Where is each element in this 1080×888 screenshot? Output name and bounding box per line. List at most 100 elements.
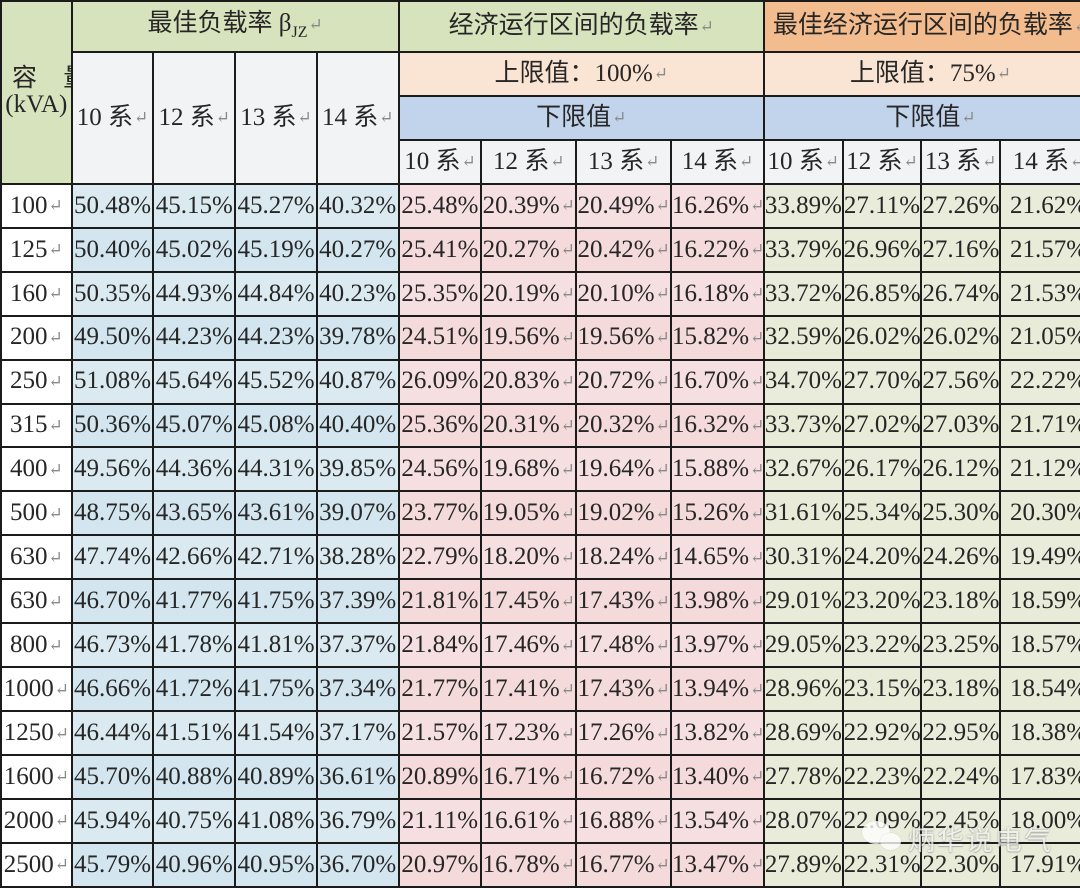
pilcrow-icon: ↵ bbox=[996, 64, 1011, 84]
econ-lower-cell: 23.77% bbox=[397, 490, 483, 537]
pilcrow-icon: ↵ bbox=[48, 415, 63, 435]
cell-value: 27.03% bbox=[922, 411, 1000, 439]
cell-value: 22.09% bbox=[843, 806, 921, 834]
best-econ-lower-cell: 26.02% bbox=[841, 314, 923, 361]
pilcrow-icon: ↵ bbox=[560, 855, 575, 875]
pilcrow-icon: ↵ bbox=[750, 811, 764, 831]
econ-lower-cell: 13.47%↵ bbox=[670, 841, 765, 888]
best-load-rate-cell: 50.48% bbox=[70, 182, 155, 229]
group1-label: 最佳负载率 bbox=[147, 10, 273, 38]
capacity-value: 400 bbox=[9, 455, 48, 483]
pilcrow-icon: ↵ bbox=[550, 152, 565, 172]
cell-value: 27.89% bbox=[764, 850, 842, 878]
best-load-rate-cell: 45.19% bbox=[234, 226, 318, 273]
econ-lower-cell: 20.42%↵ bbox=[575, 226, 673, 273]
capacity-cell: 1000↵ bbox=[0, 666, 73, 713]
best-load-rate-cell: 48.75% bbox=[70, 490, 155, 537]
best-econ-lower-cell: 33.73% bbox=[762, 402, 844, 449]
econ-lower-cell: 20.49%↵ bbox=[575, 182, 673, 229]
cell-value: 33.72% bbox=[764, 279, 842, 307]
best-econ-lower-cell: 23.15% bbox=[841, 666, 923, 713]
cell-value: 20.89% bbox=[401, 762, 479, 790]
cell-value: 20.83% bbox=[482, 367, 560, 395]
econ-lower-cell: 19.64%↵ bbox=[575, 446, 673, 493]
cell-value: 33.89% bbox=[764, 191, 842, 219]
cell-value: 41.78% bbox=[155, 631, 233, 659]
pilcrow-icon: ↵ bbox=[48, 196, 63, 216]
pilcrow-icon: ↵ bbox=[54, 811, 69, 831]
capacity-cell: 800↵ bbox=[0, 622, 73, 669]
best-load-rate-cell: 50.40% bbox=[70, 226, 155, 273]
series-label: 13 系 bbox=[240, 103, 297, 131]
cell-value: 37.34% bbox=[319, 674, 397, 702]
capacity-value: 2000 bbox=[3, 806, 54, 834]
best-load-rate-cell: 44.31% bbox=[234, 446, 318, 493]
best-load-rate-cell: 46.66% bbox=[70, 666, 155, 713]
best-load-rate-cell: 45.27% bbox=[234, 182, 318, 229]
econ-lower-cell: 26.09% bbox=[397, 358, 483, 405]
table-row: 630↵ 47.74% 42.66% 42.71% 38.28% 22.79% 18.20%… bbox=[0, 534, 1080, 581]
best-econ-lower-cell: 18.54% bbox=[999, 666, 1080, 713]
econ-lower-cell: 13.40%↵ bbox=[670, 754, 765, 800]
best-econ-lower-cell: 26.17% bbox=[841, 446, 923, 493]
cell-value: 41.81% bbox=[237, 631, 315, 659]
cell-value: 41.54% bbox=[237, 718, 315, 746]
cell-value: 45.08% bbox=[237, 411, 315, 439]
econ-lower-cell: 16.71%↵ bbox=[480, 754, 578, 800]
best-econ-lower-cell: 33.89% bbox=[762, 182, 844, 229]
pilcrow-icon: ↵ bbox=[48, 635, 63, 655]
best-load-rate-cell: 43.65% bbox=[152, 490, 237, 537]
capacity-value: 250 bbox=[9, 367, 48, 395]
cell-value: 40.27% bbox=[319, 235, 397, 263]
cell-value: 13.94% bbox=[672, 674, 750, 702]
cell-value: 25.30% bbox=[922, 499, 1000, 527]
econ-lower-cell: 16.78%↵ bbox=[480, 841, 578, 888]
best-load-rate-cell: 37.37% bbox=[315, 622, 400, 669]
pilcrow-icon: ↵ bbox=[54, 855, 69, 875]
cell-value: 21.57% bbox=[1009, 235, 1080, 263]
subheader-econ-10: 10 系↵ bbox=[397, 138, 483, 185]
best-econ-lower-cell: 23.25% bbox=[920, 622, 1002, 669]
cell-value: 21.12% bbox=[1009, 455, 1080, 483]
best-econ-lower-cell: 29.05% bbox=[762, 622, 844, 669]
econ-lower-cell: 17.41%↵ bbox=[480, 666, 578, 713]
cell-value: 24.51% bbox=[401, 323, 479, 351]
pilcrow-icon: ↵ bbox=[48, 328, 63, 348]
cell-value: 37.37% bbox=[319, 631, 397, 659]
best-load-rate-cell: 50.36% bbox=[70, 402, 155, 449]
best-econ-lower-cell: 22.23% bbox=[841, 754, 923, 800]
series-label: 13 系 bbox=[587, 147, 645, 175]
pilcrow-icon: ↵ bbox=[655, 767, 670, 787]
econ-lower-cell: 16.32%↵ bbox=[670, 402, 765, 449]
cell-value: 20.19% bbox=[482, 279, 560, 307]
pilcrow-icon: ↵ bbox=[655, 547, 670, 567]
best-load-rate-cell: 41.77% bbox=[152, 578, 237, 625]
subheader-econ-14: 14 系↵ bbox=[670, 138, 765, 185]
table-row: 200↵ 49.50% 44.23% 44.23% 39.78% 24.51% 19.56%… bbox=[0, 314, 1080, 361]
econ-lower-cell: 21.84% bbox=[397, 622, 483, 669]
cell-value: 23.77% bbox=[401, 499, 479, 527]
best-load-rate-cell: 36.79% bbox=[315, 797, 400, 844]
best-load-rate-cell: 40.96% bbox=[152, 841, 237, 888]
best-load-rate-cell: 39.78% bbox=[315, 314, 400, 361]
cell-value: 21.05% bbox=[1009, 323, 1080, 351]
best-load-rate-cell: 36.70% bbox=[315, 841, 400, 888]
cell-value: 49.56% bbox=[73, 455, 152, 483]
pilcrow-icon: ↵ bbox=[750, 415, 764, 435]
cell-value: 27.16% bbox=[922, 235, 1000, 263]
pilcrow-icon: ↵ bbox=[655, 415, 670, 435]
econ-lower-cell: 20.19%↵ bbox=[480, 270, 578, 317]
table-row: 1000↵ 46.66% 41.72% 41.75% 37.34% 21.77% 17.41… bbox=[0, 666, 1080, 713]
series-label: 12 系 bbox=[158, 103, 215, 131]
econ-upper-limit-label: 上限值：100% bbox=[494, 59, 653, 87]
pilcrow-icon: ↵ bbox=[134, 108, 149, 128]
best-econ-lower-cell: 23.18% bbox=[920, 578, 1002, 625]
capacity-value: 800 bbox=[9, 631, 48, 659]
cell-value: 26.74% bbox=[922, 279, 1000, 307]
econ-lower-limit-cell: 下限值↵ bbox=[397, 94, 765, 141]
series-label: 13 系 bbox=[924, 147, 982, 175]
cell-value: 46.73% bbox=[73, 631, 152, 659]
cell-value: 20.32% bbox=[577, 411, 655, 439]
cell-value: 17.83% bbox=[1009, 762, 1080, 790]
pilcrow-icon: ↵ bbox=[750, 459, 764, 479]
